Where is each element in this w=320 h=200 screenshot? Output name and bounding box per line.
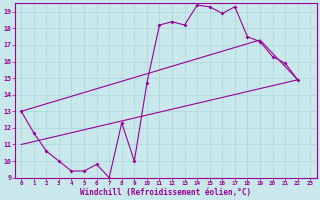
X-axis label: Windchill (Refroidissement éolien,°C): Windchill (Refroidissement éolien,°C) [80,188,251,197]
